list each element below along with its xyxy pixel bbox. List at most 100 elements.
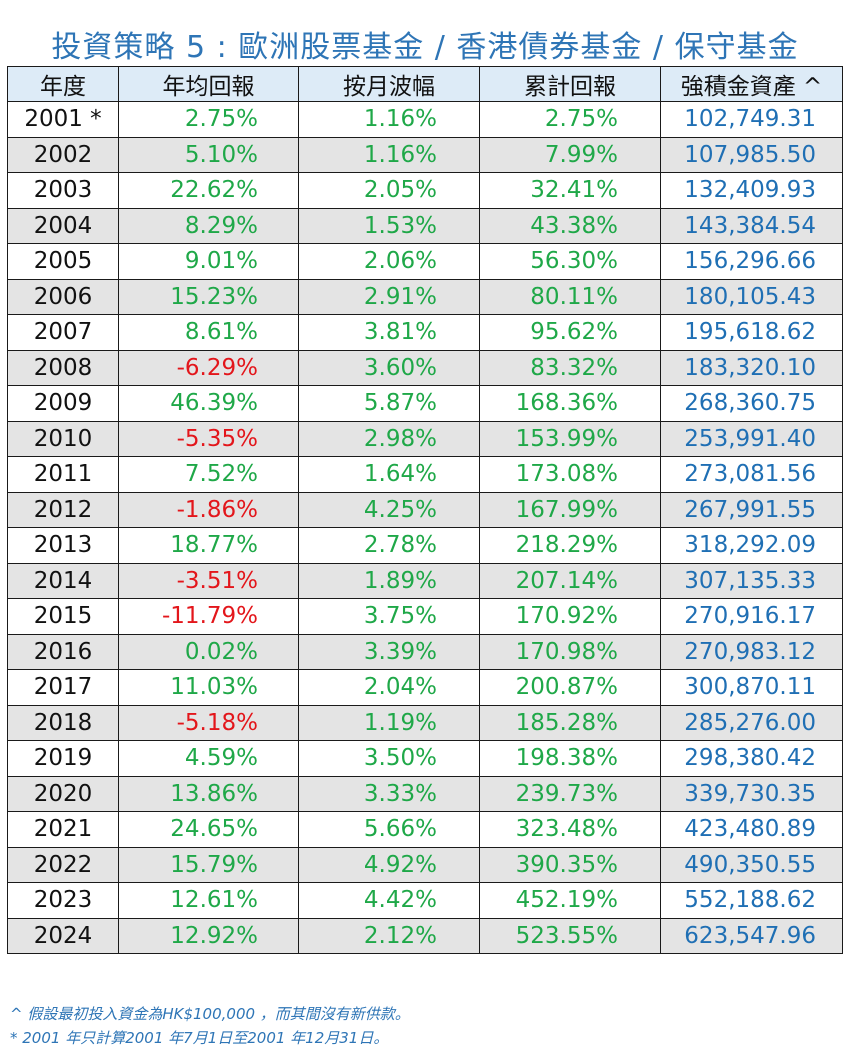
cell-annual-return: 46.39% <box>118 385 299 422</box>
cell-mpf-assets: 339,730.35 <box>660 775 843 812</box>
cell-monthly-volatility: 2.78% <box>298 527 480 564</box>
cell-year: 2004 <box>7 207 119 244</box>
cell-monthly-volatility: 1.16% <box>298 101 480 138</box>
table-row: 2023 12.61% 4.42% 452.19% 552,188.62 <box>7 882 843 919</box>
table-row: 2005 9.01% 2.06% 56.30% 156,296.66 <box>7 243 843 280</box>
cell-year: 2005 <box>7 243 119 280</box>
cell-year: 2008 <box>7 349 119 386</box>
page-title: 投資策略 5 : 歐洲股票基金 / 香港債券基金 / 保守基金 <box>51 30 799 65</box>
cell-mpf-assets: 267,991.55 <box>660 491 843 528</box>
cell-cumulative-return: 153.99% <box>479 420 661 457</box>
cell-mpf-assets: 285,276.00 <box>660 704 843 741</box>
cell-annual-return: -5.18% <box>118 704 299 741</box>
cell-year: 2003 <box>7 172 119 209</box>
cell-cumulative-return: 452.19% <box>479 882 661 919</box>
footnote-initial-capital: ^ 假設最初投入資金為HK$100,000 ，而其間沒有新供款。 <box>10 1005 410 1023</box>
cell-annual-return: -6.29% <box>118 349 299 386</box>
table-row: 2017 11.03% 2.04% 200.87% 300,870.11 <box>7 669 843 706</box>
cell-monthly-volatility: 1.16% <box>298 136 480 173</box>
cell-monthly-volatility: 3.81% <box>298 314 480 351</box>
cell-cumulative-return: 170.92% <box>479 598 661 635</box>
cell-annual-return: 2.75% <box>118 101 299 138</box>
cell-cumulative-return: 32.41% <box>479 172 661 209</box>
cell-monthly-volatility: 1.19% <box>298 704 480 741</box>
cell-monthly-volatility: 3.39% <box>298 633 480 670</box>
cell-year: 2001 * <box>7 101 119 138</box>
cell-annual-return: 12.61% <box>118 882 299 919</box>
table-row: 2020 13.86% 3.33% 239.73% 339,730.35 <box>7 775 843 812</box>
header-mpf-assets: 強積金資產 ^ <box>660 66 843 102</box>
cell-annual-return: 11.03% <box>118 669 299 706</box>
cell-monthly-volatility: 4.25% <box>298 491 480 528</box>
cell-year: 2024 <box>7 917 119 954</box>
cell-year: 2009 <box>7 385 119 422</box>
table-row: 2022 15.79% 4.92% 390.35% 490,350.55 <box>7 846 843 883</box>
header-cumulative-return: 累計回報 <box>479 66 661 102</box>
cell-year: 2015 <box>7 598 119 635</box>
cell-mpf-assets: 270,983.12 <box>660 633 843 670</box>
cell-year: 2022 <box>7 846 119 883</box>
cell-cumulative-return: 173.08% <box>479 456 661 493</box>
cell-monthly-volatility: 5.87% <box>298 385 480 422</box>
cell-year: 2013 <box>7 527 119 564</box>
cell-mpf-assets: 143,384.54 <box>660 207 843 244</box>
cell-cumulative-return: 80.11% <box>479 278 661 315</box>
cell-cumulative-return: 218.29% <box>479 527 661 564</box>
cell-cumulative-return: 7.99% <box>479 136 661 173</box>
cell-mpf-assets: 253,991.40 <box>660 420 843 457</box>
cell-mpf-assets: 298,380.42 <box>660 740 843 777</box>
cell-cumulative-return: 323.48% <box>479 811 661 848</box>
cell-annual-return: 13.86% <box>118 775 299 812</box>
cell-mpf-assets: 107,985.50 <box>660 136 843 173</box>
footnote-2001-period: * 2001 年只計算2001 年7月1日至2001 年12月31日。 <box>10 1029 389 1047</box>
cell-cumulative-return: 239.73% <box>479 775 661 812</box>
table-row: 2007 8.61% 3.81% 95.62% 195,618.62 <box>7 314 843 351</box>
cell-annual-return: 9.01% <box>118 243 299 280</box>
cell-year: 2002 <box>7 136 119 173</box>
cell-cumulative-return: 390.35% <box>479 846 661 883</box>
cell-annual-return: 22.62% <box>118 172 299 209</box>
cell-cumulative-return: 167.99% <box>479 491 661 528</box>
cell-year: 2012 <box>7 491 119 528</box>
table-row: 2016 0.02% 3.39% 170.98% 270,983.12 <box>7 633 843 670</box>
table-row: 2018 -5.18% 1.19% 185.28% 285,276.00 <box>7 704 843 741</box>
cell-year: 2016 <box>7 633 119 670</box>
cell-annual-return: 18.77% <box>118 527 299 564</box>
cell-monthly-volatility: 2.98% <box>298 420 480 457</box>
table-row: 2008 -6.29% 3.60% 83.32% 183,320.10 <box>7 349 843 386</box>
cell-year: 2018 <box>7 704 119 741</box>
cell-monthly-volatility: 2.91% <box>298 278 480 315</box>
table-row: 2011 7.52% 1.64% 173.08% 273,081.56 <box>7 456 843 493</box>
cell-year: 2014 <box>7 562 119 599</box>
cell-mpf-assets: 195,618.62 <box>660 314 843 351</box>
table-row: 2014 -3.51% 1.89% 207.14% 307,135.33 <box>7 562 843 599</box>
cell-mpf-assets: 623,547.96 <box>660 917 843 954</box>
cell-monthly-volatility: 2.04% <box>298 669 480 706</box>
cell-year: 2010 <box>7 420 119 457</box>
cell-year: 2021 <box>7 811 119 848</box>
cell-mpf-assets: 132,409.93 <box>660 172 843 209</box>
cell-cumulative-return: 198.38% <box>479 740 661 777</box>
table-row: 2002 5.10% 1.16% 7.99% 107,985.50 <box>7 136 843 173</box>
cell-mpf-assets: 273,081.56 <box>660 456 843 493</box>
cell-mpf-assets: 180,105.43 <box>660 278 843 315</box>
header-year: 年度 <box>7 66 119 102</box>
cell-monthly-volatility: 1.53% <box>298 207 480 244</box>
header-monthly-volatility: 按月波幅 <box>298 66 480 102</box>
table-row: 2012 -1.86% 4.25% 167.99% 267,991.55 <box>7 491 843 528</box>
cell-annual-return: 8.29% <box>118 207 299 244</box>
cell-cumulative-return: 523.55% <box>479 917 661 954</box>
cell-monthly-volatility: 4.42% <box>298 882 480 919</box>
cell-annual-return: -3.51% <box>118 562 299 599</box>
cell-year: 2006 <box>7 278 119 315</box>
cell-cumulative-return: 185.28% <box>479 704 661 741</box>
cell-cumulative-return: 56.30% <box>479 243 661 280</box>
cell-annual-return: 7.52% <box>118 456 299 493</box>
cell-year: 2019 <box>7 740 119 777</box>
header-annual-return: 年均回報 <box>118 66 299 102</box>
cell-cumulative-return: 2.75% <box>479 101 661 138</box>
cell-monthly-volatility: 1.89% <box>298 562 480 599</box>
table-row: 2004 8.29% 1.53% 43.38% 143,384.54 <box>7 207 843 244</box>
cell-cumulative-return: 207.14% <box>479 562 661 599</box>
cell-annual-return: -5.35% <box>118 420 299 457</box>
